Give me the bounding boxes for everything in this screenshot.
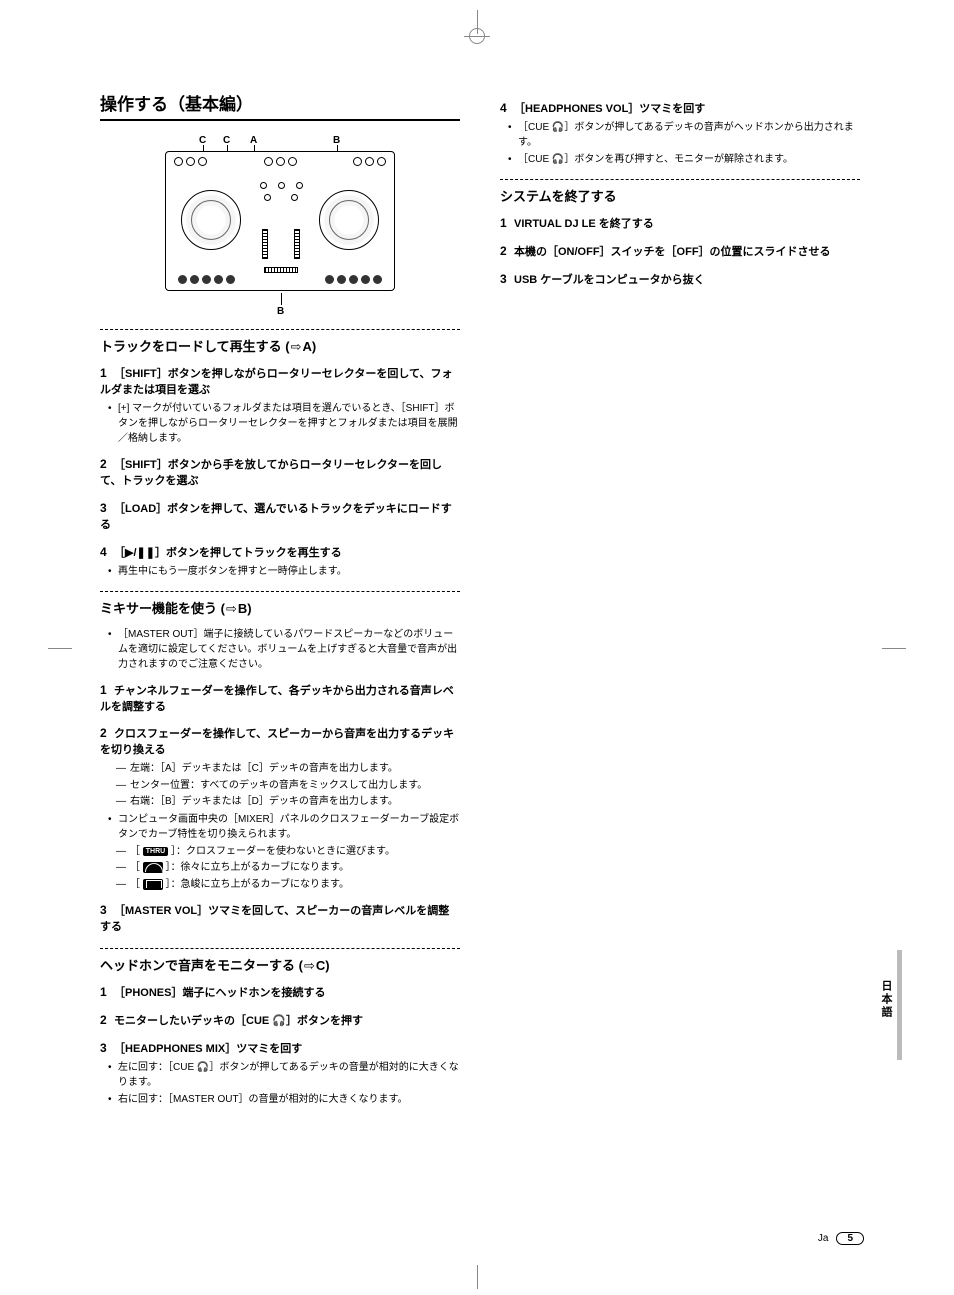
mixer-section bbox=[254, 182, 308, 277]
step-b2-dashes: 左端：［A］デッキまたは［C］デッキの音声を出力します。 センター位置：すべての… bbox=[100, 761, 460, 810]
note: [+] マークが付いているフォルダまたは項目を選んでいるとき、［SHIFT］ボタ… bbox=[100, 401, 460, 446]
page-content: 操作する（基本編） C C A B bbox=[0, 0, 954, 1149]
thru-icon: THRU bbox=[143, 847, 168, 856]
step-b1: 1チャンネルフェーダーを操作して、各デッキから出力される音声レベルを調整する bbox=[100, 682, 460, 716]
shutdown-title: システムを終了する bbox=[500, 186, 860, 205]
curve-thru: ［ THRU ］：クロスフェーダーを使わないときに選びます。 bbox=[100, 844, 460, 860]
note: ［MASTER OUT］端子に接続しているパワードスピーカーなどのボリュームを適… bbox=[100, 627, 460, 672]
note: コンピュータ画面中央の［MIXER］パネルのクロスフェーダーカーブ設定ボタンでカ… bbox=[100, 812, 460, 842]
step-c1: 1［PHONES］端子にヘッドホンを接続する bbox=[100, 984, 460, 1002]
separator bbox=[100, 329, 460, 330]
separator bbox=[100, 591, 460, 592]
headphone-icon: 🎧 bbox=[552, 122, 564, 133]
headphone-icon: 🎧 bbox=[197, 1062, 209, 1073]
footer-lang: Ja bbox=[818, 1233, 829, 1244]
play-pause-icon: ▶/❚❚ bbox=[125, 547, 155, 559]
curve-sharp-icon bbox=[143, 879, 163, 890]
step-s2: 2本機の［ON/OFF］スイッチを［OFF］の位置にスライドさせる bbox=[500, 243, 860, 261]
step-d4: 4［HEADPHONES VOL］ツマミを回す bbox=[500, 100, 860, 118]
step-s3: 3USB ケーブルをコンピュータから抜く bbox=[500, 271, 860, 289]
left-column: 操作する（基本編） C C A B bbox=[100, 90, 460, 1109]
section-a-title: トラックをロードして再生する (⇨A) bbox=[100, 336, 460, 355]
footer-page-number: 5 bbox=[836, 1232, 864, 1245]
separator bbox=[100, 948, 460, 949]
separator bbox=[500, 179, 860, 180]
page-footer: Ja 5 bbox=[818, 1232, 864, 1245]
section-c-title: ヘッドホンで音声をモニターする (⇨C) bbox=[100, 955, 460, 974]
headphone-icon: 🎧 bbox=[272, 1015, 286, 1027]
jog-wheel-left bbox=[181, 190, 241, 250]
right-column: 4［HEADPHONES VOL］ツマミを回す ［CUE 🎧］ボタンが押してある… bbox=[500, 90, 860, 1109]
main-title: 操作する（基本編） bbox=[100, 90, 460, 121]
step-a3: 3［LOAD］ボタンを押して、選んでいるトラックをデッキにロードする bbox=[100, 500, 460, 534]
step-a1: 1［SHIFT］ボタンを押しながらロータリーセレクターを回して、フォルダまたは項… bbox=[100, 365, 460, 399]
step-c3-notes: 左に回す：［CUE 🎧］ボタンが押してあるデッキの音量が相対的に大きくなります。… bbox=[100, 1060, 460, 1107]
dash-item: 左端：［A］デッキまたは［C］デッキの音声を出力します。 bbox=[100, 761, 460, 777]
dash-item: センター位置：すべてのデッキの音声をミックスして出力します。 bbox=[100, 778, 460, 794]
note: 左に回す：［CUE 🎧］ボタンが押してあるデッキの音量が相対的に大きくなります。 bbox=[100, 1060, 460, 1090]
language-tab: 日本語 bbox=[878, 980, 894, 1019]
step-b2-curves: ［ THRU ］：クロスフェーダーを使わないときに選びます。 ［ ］：徐々に立ち… bbox=[100, 844, 460, 893]
step-a4: 4［▶/❚❚］ボタンを押してトラックを再生する bbox=[100, 544, 460, 562]
step-a2: 2［SHIFT］ボタンから手を放してからロータリーセレクターを回して、トラックを… bbox=[100, 456, 460, 490]
step-a4-notes: 再生中にもう一度ボタンを押すと一時停止します。 bbox=[100, 564, 460, 579]
note: 右に回す：［MASTER OUT］の音量が相対的に大きくなります。 bbox=[100, 1092, 460, 1107]
section-b-intro: ［MASTER OUT］端子に接続しているパワードスピーカーなどのボリュームを適… bbox=[100, 627, 460, 672]
side-bar bbox=[897, 950, 902, 1060]
section-b-title: ミキサー機能を使う (⇨B) bbox=[100, 598, 460, 617]
step-b3: 3［MASTER VOL］ツマミを回して、スピーカーの音声レベルを調整する bbox=[100, 902, 460, 936]
dash-item: 右端：［B］デッキまたは［D］デッキの音声を出力します。 bbox=[100, 794, 460, 810]
curve-sharp: ［ ］：急峻に立ち上がるカーブになります。 bbox=[100, 877, 460, 893]
curve-soft-icon bbox=[143, 862, 163, 873]
note: ［CUE 🎧］ボタンを再び押すと、モニターが解除されます。 bbox=[500, 152, 860, 167]
step-b2-notes: コンピュータ画面中央の［MIXER］パネルのクロスフェーダーカーブ設定ボタンでカ… bbox=[100, 812, 460, 842]
step-d4-notes: ［CUE 🎧］ボタンが押してあるデッキの音声がヘッドホンから出力されます。 ［C… bbox=[500, 120, 860, 167]
jog-wheel-right bbox=[319, 190, 379, 250]
step-s1: 1VIRTUAL DJ LE を終了する bbox=[500, 215, 860, 233]
step-c3: 3［HEADPHONES MIX］ツマミを回す bbox=[100, 1040, 460, 1058]
note: ［CUE 🎧］ボタンが押してあるデッキの音声がヘッドホンから出力されます。 bbox=[500, 120, 860, 150]
step-b2: 2クロスフェーダーを操作して、スピーカーから音声を出力するデッキを切り換える bbox=[100, 725, 460, 759]
curve-soft: ［ ］：徐々に立ち上がるカーブになります。 bbox=[100, 860, 460, 876]
step-c2: 2モニターしたいデッキの［CUE 🎧］ボタンを押す bbox=[100, 1012, 460, 1030]
controller-diagram: C C A B bbox=[155, 131, 405, 311]
diagram-label-b-bottom: B bbox=[277, 306, 284, 317]
controller-body bbox=[165, 151, 395, 291]
step-a1-notes: [+] マークが付いているフォルダまたは項目を選んでいるとき、［SHIFT］ボタ… bbox=[100, 401, 460, 446]
note: 再生中にもう一度ボタンを押すと一時停止します。 bbox=[100, 564, 460, 579]
headphone-icon: 🎧 bbox=[552, 154, 564, 165]
